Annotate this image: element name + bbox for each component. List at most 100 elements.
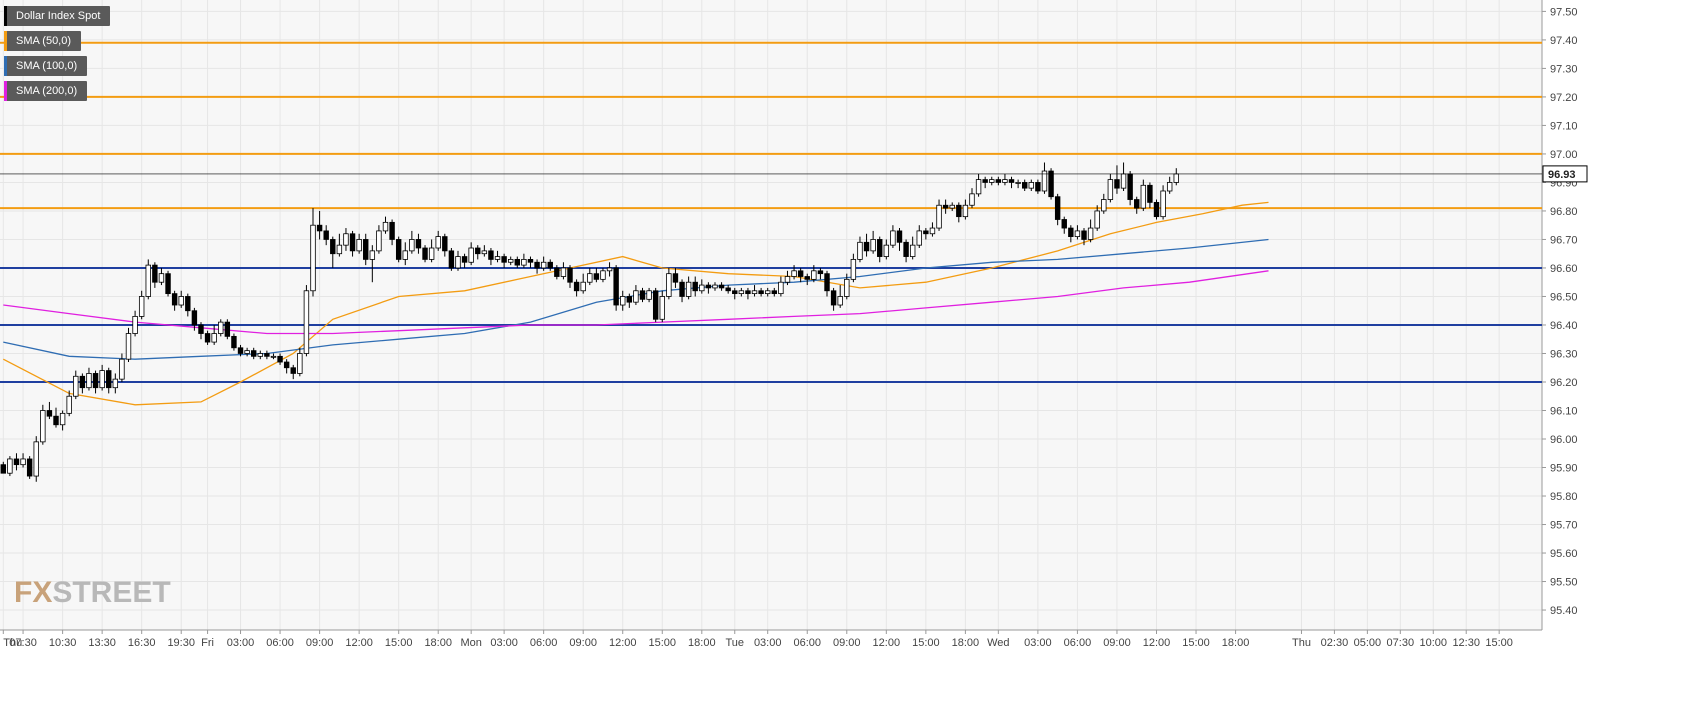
candle xyxy=(811,265,817,283)
candle-body xyxy=(1061,219,1067,229)
candle xyxy=(363,233,369,266)
candle-body xyxy=(738,290,745,295)
candle xyxy=(250,347,257,360)
candle-body xyxy=(119,358,125,380)
candle xyxy=(679,279,685,303)
candle-body xyxy=(560,267,567,277)
x-tick-label: Thu xyxy=(3,637,22,649)
watermark-part1: FX xyxy=(14,576,52,609)
candle xyxy=(929,222,936,237)
candle-body xyxy=(20,458,26,466)
x-tick-label: 03:00 xyxy=(1024,637,1052,649)
candle xyxy=(738,287,745,297)
candle-body xyxy=(1074,230,1081,238)
candle xyxy=(257,350,264,360)
candle xyxy=(20,453,26,468)
y-tick-label: 96.60 xyxy=(1550,263,1578,275)
candle-body xyxy=(395,239,402,260)
y-tick-label: 96.00 xyxy=(1550,434,1578,446)
candle-body xyxy=(685,281,692,297)
candle xyxy=(1002,173,1008,186)
candle xyxy=(672,267,679,288)
legend-swatch-sma-50 xyxy=(4,31,7,51)
legend-sma-100[interactable]: SMA (100,0) xyxy=(4,56,88,76)
legend-swatch-dollar-index xyxy=(4,6,7,26)
candle xyxy=(428,239,435,263)
sma-50-line xyxy=(3,201,1269,406)
candle-body xyxy=(488,250,494,260)
x-tick-label: Wed xyxy=(987,637,1009,649)
candle-body xyxy=(1101,199,1107,212)
candle xyxy=(191,307,198,331)
candle xyxy=(376,225,382,254)
candle-body xyxy=(890,230,896,246)
candle-body xyxy=(995,179,1002,183)
candle-body xyxy=(811,270,817,280)
candle-body xyxy=(152,264,158,283)
candle xyxy=(745,287,751,300)
candle-body xyxy=(507,259,514,263)
candle-body xyxy=(949,204,955,209)
x-tick-label: 18:00 xyxy=(424,637,452,649)
candle-body xyxy=(382,221,389,232)
candle xyxy=(659,290,665,323)
candle-body xyxy=(877,239,883,257)
x-tick-label: 09:00 xyxy=(569,637,597,649)
candle-body xyxy=(1068,227,1074,238)
candle xyxy=(86,367,92,391)
x-tick-label: 15:00 xyxy=(385,637,413,649)
candle-body xyxy=(725,287,731,292)
candle xyxy=(79,373,86,394)
candle-body xyxy=(1173,173,1179,183)
y-tick-label: 97.00 xyxy=(1550,149,1578,161)
x-tick-label: 05:00 xyxy=(1354,637,1382,649)
candle xyxy=(995,176,1002,186)
candle xyxy=(639,287,646,303)
candle xyxy=(804,273,810,286)
candle xyxy=(369,245,376,283)
candle-body xyxy=(501,256,507,263)
candle xyxy=(211,324,217,345)
x-tick-label: 15:00 xyxy=(1182,637,1210,649)
candle xyxy=(626,293,633,308)
x-tick-label: 07:30 xyxy=(1387,637,1415,649)
candle xyxy=(501,253,507,268)
candle xyxy=(442,233,448,257)
candle xyxy=(573,279,580,297)
candle-body xyxy=(764,290,771,295)
candle-body xyxy=(600,270,606,280)
candle-body xyxy=(903,241,909,257)
y-tick-label: 96.10 xyxy=(1550,405,1578,417)
candle-body xyxy=(580,281,586,292)
candle xyxy=(40,404,46,445)
candle-body xyxy=(1094,210,1100,229)
candle xyxy=(33,436,39,482)
candle-body xyxy=(73,375,79,397)
x-tick-label: 10:00 xyxy=(1420,637,1448,649)
candle-body xyxy=(870,239,876,252)
candle-body xyxy=(857,241,863,260)
candle xyxy=(1054,193,1061,226)
candle-body xyxy=(46,410,53,417)
candle-body xyxy=(132,316,138,334)
candle-body xyxy=(448,250,455,269)
candle-body xyxy=(593,273,600,280)
legend-sma-50[interactable]: SMA (50,0) xyxy=(4,31,82,51)
candle xyxy=(685,276,692,300)
candle xyxy=(883,239,890,260)
candle-body xyxy=(343,233,349,246)
candle xyxy=(158,267,165,286)
candle xyxy=(1114,165,1120,194)
x-tick-label: 03:00 xyxy=(754,637,782,649)
candle xyxy=(850,253,857,283)
legend-sma-200[interactable]: SMA (200,0) xyxy=(4,81,88,101)
y-tick-label: 97.10 xyxy=(1550,120,1578,132)
legend-dollar-index[interactable]: Dollar Index Spot xyxy=(4,6,111,26)
candle-body xyxy=(1134,199,1140,209)
candle-body xyxy=(1120,173,1127,189)
candle xyxy=(494,250,501,263)
candle-body xyxy=(237,347,244,354)
candle xyxy=(66,390,72,417)
y-tick-label: 97.20 xyxy=(1550,92,1578,104)
